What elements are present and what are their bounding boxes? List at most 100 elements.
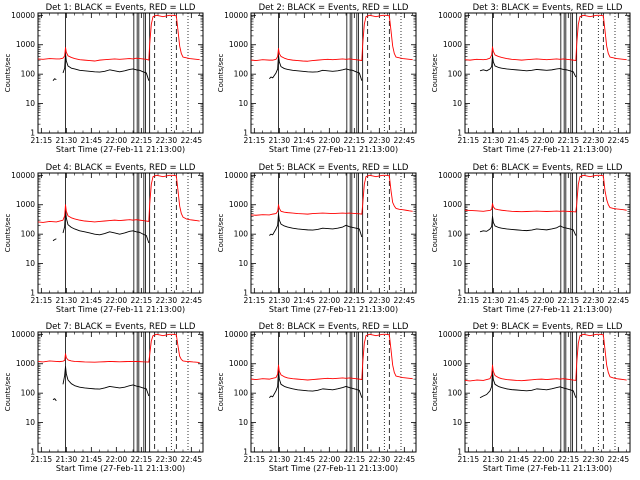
panel-det-9: Det 9: BLACK = Events, RED = LLD 1 10 100 10… (431, 322, 631, 473)
y-tick-label: 10 (25, 418, 35, 427)
y-axis-label: Counts/sec (217, 373, 225, 412)
panel-title: Det 4: BLACK = Events, RED = LLD (46, 163, 196, 173)
y-tick-label: 1000 (443, 200, 462, 209)
x-tick-label: 22:45 (394, 455, 416, 464)
panel-title: Det 9: BLACK = Events, RED = LLD (473, 322, 623, 332)
x-tick-label: 22:15 (131, 455, 153, 464)
y-tick-label: 1 (457, 129, 462, 138)
y-axis-label: Counts/sec (4, 54, 12, 93)
series-lld (37, 174, 200, 223)
plot-frame (464, 172, 631, 294)
x-tick-label: 21:45 (81, 136, 103, 145)
x-tick-label: 22:45 (608, 455, 630, 464)
x-tick-label: 22:00 (106, 455, 128, 464)
y-tick-label: 100 (234, 389, 249, 398)
x-axis-label: Start Time (27-Feb-11 21:13:00) (269, 145, 398, 154)
x-tick-label: 21:30 (56, 455, 78, 464)
series-events (479, 370, 577, 399)
panel-det-1: Det 1: BLACK = Events, RED = LLD 1 10 100 10… (4, 3, 204, 154)
plot-frame (250, 331, 417, 453)
x-tick-label: 22:00 (533, 296, 555, 305)
series-lld (464, 14, 627, 62)
y-tick-label: 1000 (229, 359, 248, 368)
x-tick-label: 22:30 (583, 296, 605, 305)
y-axis-label: Counts/sec (4, 373, 12, 412)
plot-frame (37, 172, 204, 294)
y-tick-label: 1 (457, 448, 462, 457)
y-tick-label: 100 (448, 70, 463, 79)
panel-det-8: Det 8: BLACK = Events, RED = LLD 1 10 100 10… (217, 322, 417, 473)
plot-frame (250, 172, 417, 294)
series-lld (250, 14, 413, 62)
y-tick-label: 10000 (11, 330, 35, 339)
y-tick-label: 1000 (229, 40, 248, 49)
plot-frame (464, 331, 631, 453)
x-axis-label: Start Time (27-Feb-11 21:13:00) (56, 145, 185, 154)
y-tick-label: 1 (30, 289, 35, 298)
x-tick-label: 22:15 (558, 296, 580, 305)
y-tick-label: 100 (448, 389, 463, 398)
x-tick-label: 21:45 (81, 296, 103, 305)
x-tick-label: 22:00 (319, 136, 341, 145)
y-tick-label: 10000 (11, 171, 35, 180)
x-tick-label: 21:45 (508, 455, 530, 464)
y-tick-label: 100 (448, 230, 463, 239)
x-tick-label: 22:15 (558, 455, 580, 464)
x-tick-label: 21:30 (269, 136, 291, 145)
y-tick-label: 1000 (443, 40, 462, 49)
y-tick-label: 1000 (16, 200, 35, 209)
x-tick-label: 22:45 (181, 136, 203, 145)
panel-det-6: Det 6: BLACK = Events, RED = LLD 1 10 100 10… (431, 163, 631, 314)
y-tick-label: 10 (25, 259, 35, 268)
x-axis-label: Start Time (27-Feb-11 21:13:00) (56, 464, 185, 473)
y-axis-label: Counts/sec (217, 54, 225, 93)
x-tick-label: 22:15 (558, 136, 580, 145)
y-tick-label: 100 (21, 389, 36, 398)
x-tick-label: 22:30 (369, 136, 391, 145)
series-events (52, 53, 150, 81)
y-tick-label: 10 (238, 259, 248, 268)
y-axis-label: Counts/sec (431, 373, 439, 412)
y-tick-label: 1000 (16, 40, 35, 49)
series-lld (464, 174, 627, 213)
panel-title: Det 8: BLACK = Events, RED = LLD (259, 322, 409, 332)
series-events (479, 55, 577, 78)
y-tick-label: 1 (30, 448, 35, 457)
x-tick-label: 22:15 (131, 296, 153, 305)
x-tick-label: 21:45 (294, 296, 316, 305)
x-axis-label: Start Time (27-Feb-11 21:13:00) (483, 464, 612, 473)
x-tick-label: 22:30 (583, 455, 605, 464)
x-tick-label: 21:45 (508, 136, 530, 145)
y-axis-label: Counts/sec (4, 214, 12, 253)
y-axis-label: Counts/sec (431, 54, 439, 93)
panel-title: Det 2: BLACK = Events, RED = LLD (259, 3, 409, 13)
panel-det-7: Det 7: BLACK = Events, RED = LLD 1 10 100 10… (4, 322, 204, 473)
x-axis-label: Start Time (27-Feb-11 21:13:00) (269, 464, 398, 473)
y-tick-label: 100 (234, 70, 249, 79)
x-tick-label: 21:30 (269, 296, 291, 305)
x-tick-label: 22:00 (106, 296, 128, 305)
x-tick-label: 21:45 (294, 136, 316, 145)
series-events (269, 369, 363, 399)
y-tick-label: 10000 (438, 11, 462, 20)
x-tick-label: 21:15 (244, 296, 266, 305)
x-tick-label: 22:45 (181, 455, 203, 464)
series-lld (250, 174, 413, 216)
y-axis-label: Counts/sec (217, 214, 225, 253)
x-axis-label: Start Time (27-Feb-11 21:13:00) (483, 145, 612, 154)
y-tick-label: 1 (243, 448, 248, 457)
x-tick-label: 22:00 (319, 296, 341, 305)
series-events (52, 366, 150, 402)
x-tick-label: 22:15 (344, 296, 366, 305)
y-tick-label: 10 (238, 418, 248, 427)
y-tick-label: 10 (452, 99, 462, 108)
x-tick-label: 21:30 (56, 296, 78, 305)
y-tick-label: 10000 (224, 330, 248, 339)
plot-frame (250, 12, 417, 134)
x-tick-label: 21:30 (483, 296, 505, 305)
y-axis-label: Counts/sec (431, 214, 439, 253)
x-tick-label: 21:30 (56, 136, 78, 145)
y-tick-label: 10 (452, 259, 462, 268)
x-tick-label: 21:15 (244, 455, 266, 464)
